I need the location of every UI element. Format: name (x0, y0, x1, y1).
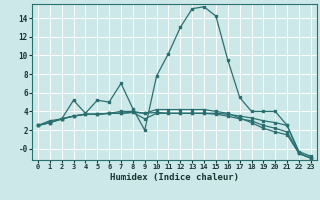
X-axis label: Humidex (Indice chaleur): Humidex (Indice chaleur) (110, 173, 239, 182)
